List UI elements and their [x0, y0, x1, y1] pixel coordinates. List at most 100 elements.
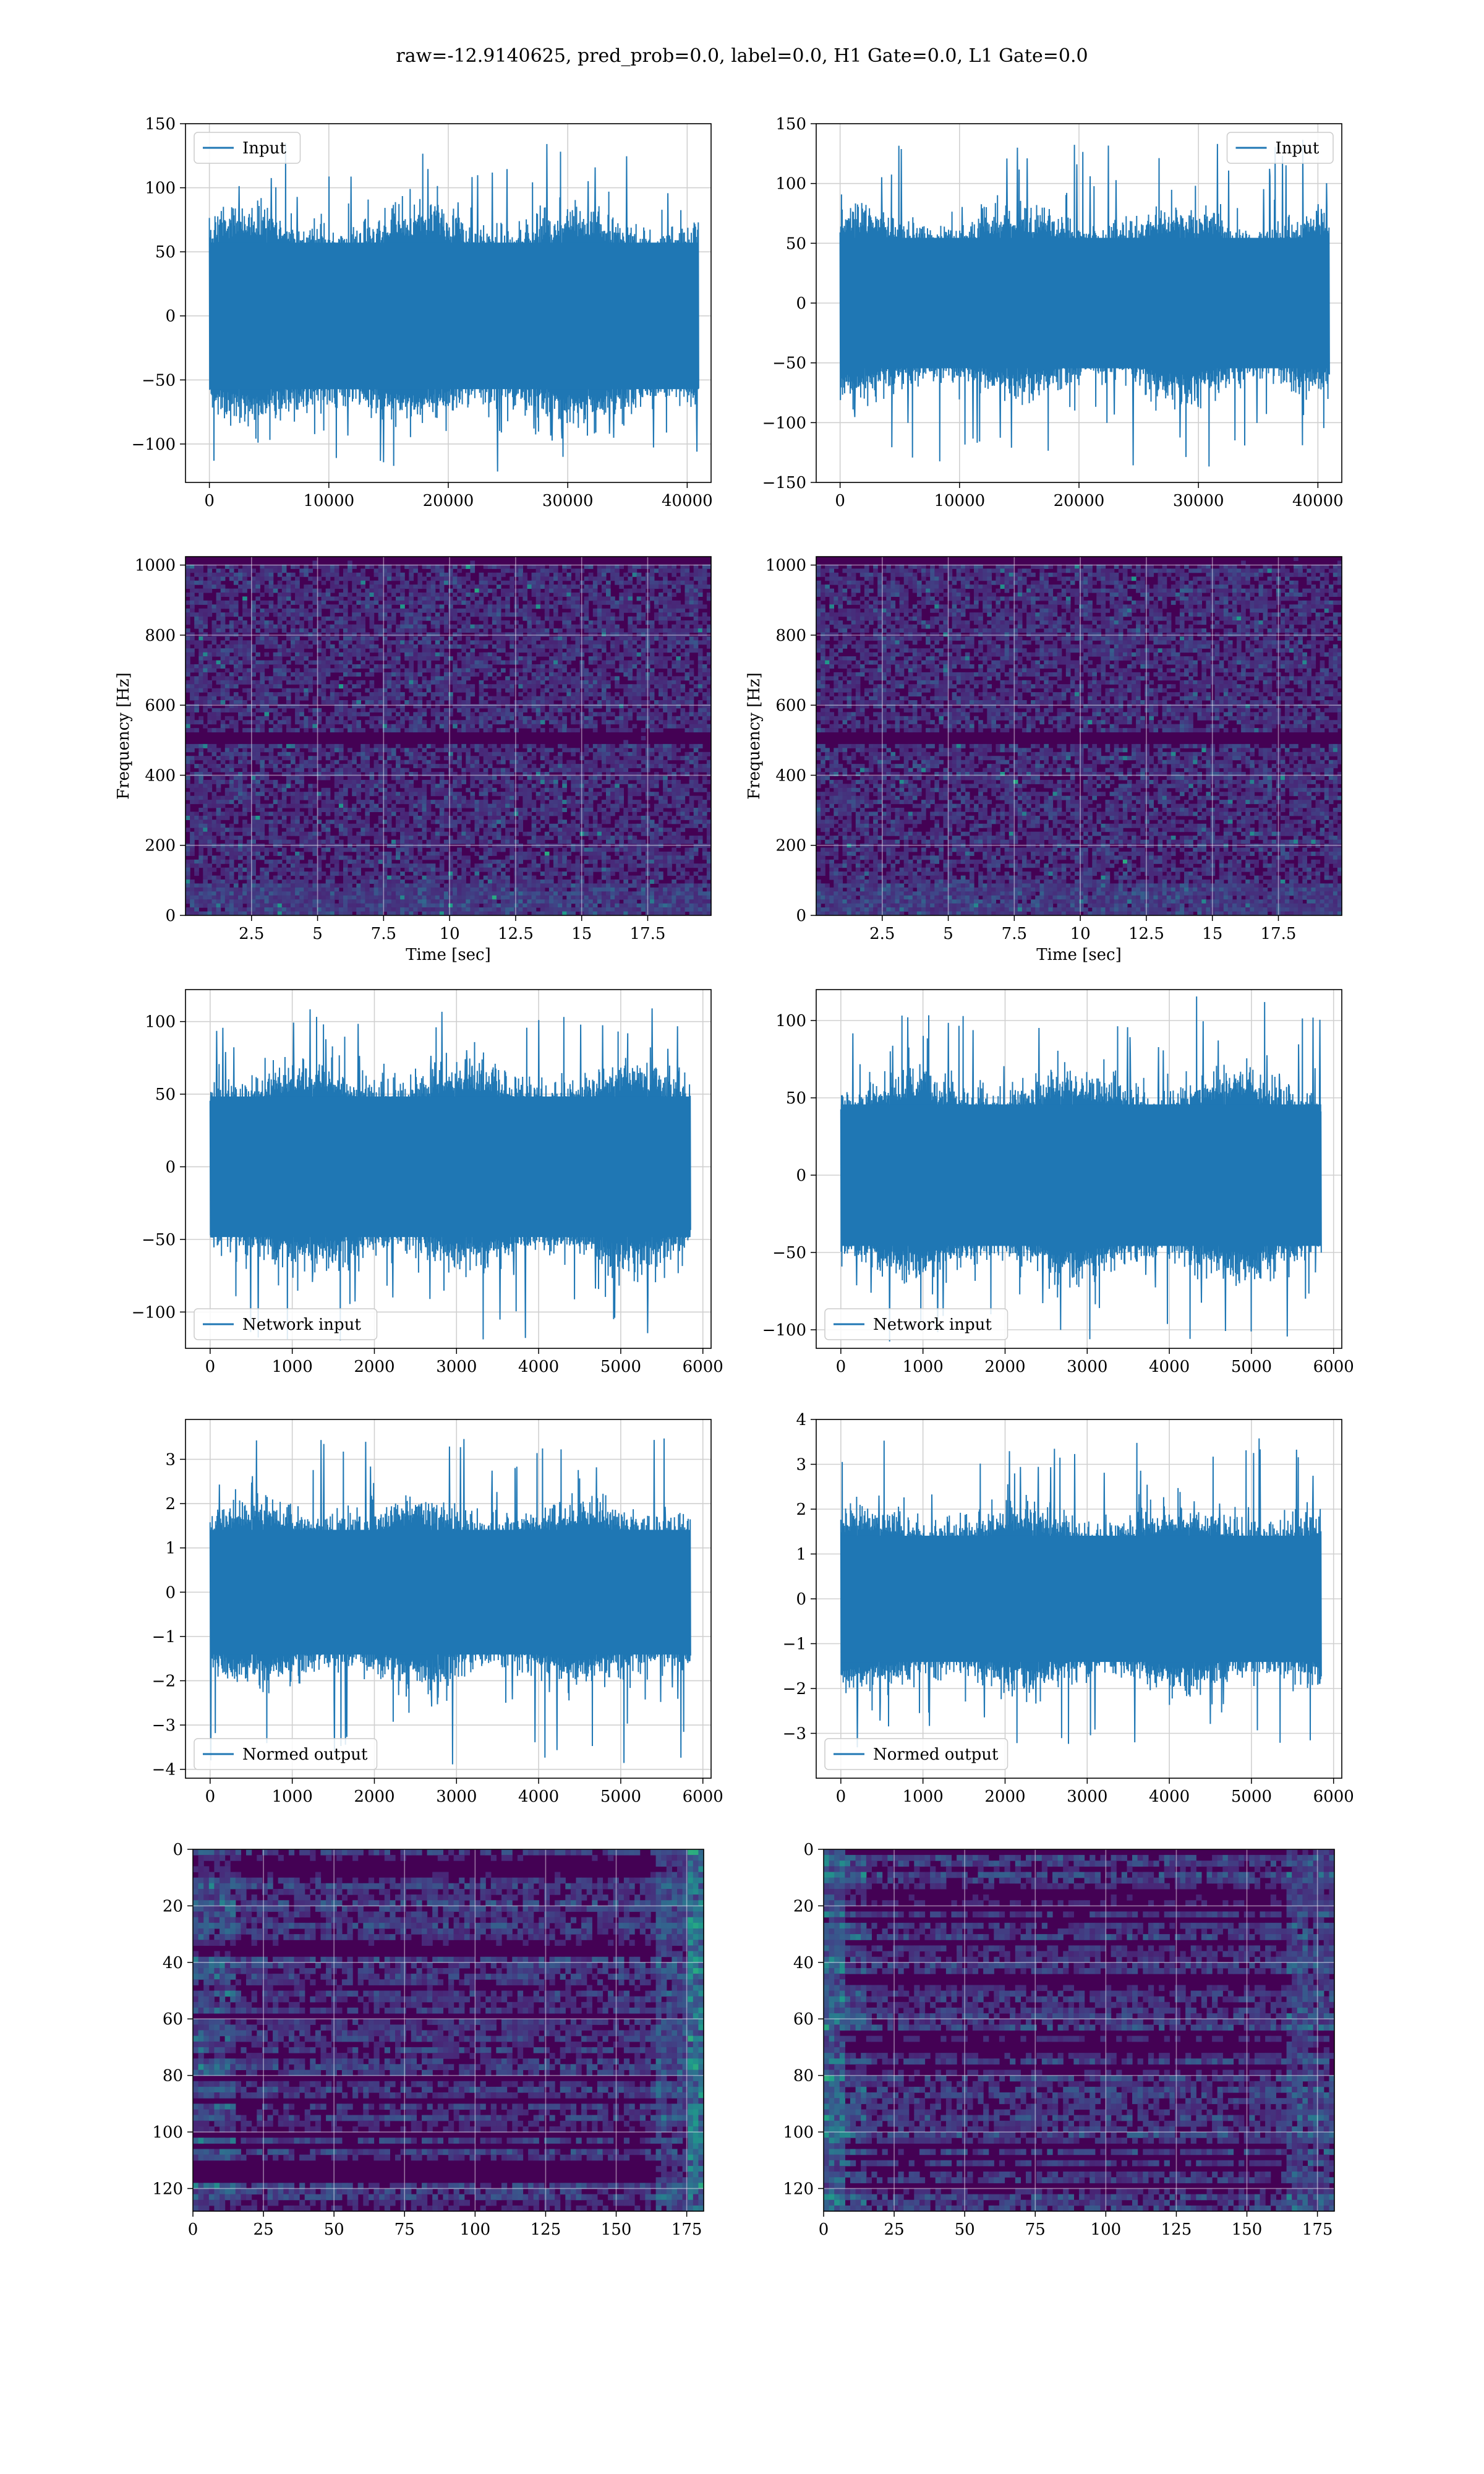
r5c1-xtick-label-6: 150 [601, 2220, 632, 2239]
r1c2-ytick-label-6: 150 [775, 115, 806, 134]
r1c1-legend-label: Input [242, 139, 286, 158]
r5c1-ytick-label-1: 20 [163, 1897, 183, 1915]
r4c1-xtick-label-3: 3000 [436, 1787, 477, 1806]
r5c2-xtick-label-0: 0 [819, 2220, 829, 2239]
r1c1-xtick-label-1: 10000 [303, 492, 354, 510]
r3c1-ytick-label-0: −100 [132, 1303, 176, 1322]
r4c2-xtick-label-0: 0 [836, 1787, 846, 1806]
r3c1-ytick-label-1: −50 [142, 1231, 176, 1249]
r5c2-ytick-label-0: 0 [803, 1841, 814, 1859]
chart-r3c1: 0 1000 2000 3000 4000 5000 6000−100−50050100Ne… [132, 990, 723, 1376]
r2c2-ylabel: Frequency [Hz] [745, 672, 764, 800]
r3c2-ytick-label-2: 0 [796, 1166, 806, 1185]
r3c1-legend: Network input [194, 1309, 377, 1340]
r2c2-xlabel: Time [sec] [1036, 946, 1122, 964]
r2c1-ytick-label-1: 200 [145, 837, 176, 855]
r4c2-ytick-label-1: −2 [783, 1680, 806, 1698]
r2c1-ylabel: Frequency [Hz] [114, 672, 133, 800]
r3c2-xtick-label-2: 2000 [984, 1358, 1025, 1376]
r4c2-series-core [841, 1536, 1321, 1662]
r2c1-xtick-label-1: 5 [312, 925, 323, 943]
r4c2-ytick-label-2: −1 [783, 1635, 806, 1654]
r4c1-ytick-label-4: 0 [165, 1583, 176, 1602]
r5c2-xtick-label-2: 50 [955, 2220, 975, 2239]
r2c1-heatmap-cells [186, 557, 712, 916]
r4c1-ytick-label-5: 1 [165, 1539, 176, 1558]
chart-r2c1: 2.5 5 7.5 10 12.5 15 17.502004006008001000Time… [114, 557, 712, 964]
r3c2-xtick-label-0: 0 [836, 1358, 846, 1376]
r4c1-ytick-label-2: −2 [152, 1672, 176, 1690]
r5c2-xtick-label-5: 125 [1161, 2220, 1192, 2239]
r2c2-ytick-label-1: 200 [775, 837, 806, 855]
r4c1-ytick-label-6: 2 [165, 1495, 176, 1513]
r1c1-xtick-label-2: 20000 [423, 492, 474, 510]
r5c1-xtick-label-5: 125 [531, 2220, 561, 2239]
r4c2-legend: Normed output [825, 1739, 1008, 1770]
r3c1-legend-label: Network input [242, 1316, 361, 1334]
r3c2-xtick-label-5: 5000 [1231, 1358, 1272, 1376]
r2c2-xtick-label-5: 15 [1202, 925, 1222, 943]
r5c2-xtick-label-1: 25 [884, 2220, 905, 2239]
r2c2-ytick-label-3: 600 [775, 696, 806, 715]
r1c1-ytick-label-5: 150 [145, 115, 176, 134]
r3c2-ytick-label-3: 50 [786, 1089, 806, 1108]
r1c1-ytick-label-2: 0 [165, 307, 176, 326]
r1c1-ytick-label-0: −100 [132, 435, 176, 454]
r4c1-ytick-label-7: 3 [165, 1450, 176, 1469]
r2c1-xtick-label-5: 15 [571, 925, 592, 943]
r3c2-xtick-label-3: 3000 [1067, 1358, 1107, 1376]
r2c1-xtick-label-6: 17.5 [630, 925, 666, 943]
r2c1-ytick-label-3: 600 [145, 696, 176, 715]
r5c2-xtick-label-3: 75 [1025, 2220, 1046, 2239]
r3c2-ytick-label-0: −100 [762, 1321, 806, 1340]
r4c2-ytick-label-5: 2 [796, 1500, 806, 1519]
r1c2-ytick-label-2: −50 [772, 354, 806, 373]
r5c1-ytick-label-3: 60 [163, 2010, 183, 2029]
chart-r2c2: 2.5 5 7.5 10 12.5 15 17.502004006008001000Time… [745, 557, 1342, 964]
r4c1-legend-label: Normed output [242, 1745, 368, 1764]
r3c2-legend: Network input [825, 1309, 1008, 1340]
r2c2-ytick-label-2: 400 [775, 766, 806, 785]
r5c1-ytick-label-4: 80 [163, 2067, 183, 2086]
r5c1-xtick-label-1: 25 [254, 2220, 274, 2239]
r4c2-ytick-label-4: 1 [796, 1546, 806, 1564]
r4c1-legend: Normed output [194, 1739, 377, 1770]
r1c1-series-core [210, 242, 699, 389]
r4c2-ytick-label-0: −3 [783, 1725, 806, 1744]
r5c1-ytick-label-5: 100 [152, 2123, 183, 2142]
r3c1-xtick-label-6: 6000 [683, 1358, 723, 1376]
r1c1-legend: Input [194, 132, 301, 163]
r3c1-ytick-label-2: 0 [165, 1158, 176, 1176]
r2c1-ytick-label-4: 800 [145, 627, 176, 645]
r4c2-legend-label: Normed output [873, 1745, 999, 1764]
r5c1-xtick-label-7: 175 [672, 2220, 702, 2239]
r3c2-xtick-label-4: 4000 [1149, 1358, 1190, 1376]
r5c1-xtick-label-0: 0 [188, 2220, 198, 2239]
chart-r4c2: 0 1000 2000 3000 4000 5000 6000−3−2−101234Norm… [783, 1411, 1354, 1806]
r4c2-xtick-label-2: 2000 [984, 1787, 1025, 1806]
r3c2-xtick-label-1: 1000 [903, 1358, 944, 1376]
r2c1-xlabel: Time [sec] [406, 946, 491, 964]
r2c2-ytick-label-4: 800 [775, 627, 806, 645]
chart-r3c2: 0 1000 2000 3000 4000 5000 6000−100−50050100Ne… [762, 990, 1354, 1376]
r1c1-xtick-label-0: 0 [204, 492, 215, 510]
r2c2-xtick-label-0: 2.5 [869, 925, 895, 943]
r1c2-xtick-label-1: 10000 [934, 492, 985, 510]
r5c1-xtick-label-2: 50 [324, 2220, 344, 2239]
chart-r1c1: 0 10000 20000 30000 40000−100−50050100150Inp… [132, 115, 713, 510]
r2c2-ytick-label-5: 1000 [765, 557, 806, 575]
r5c2-xtick-label-6: 150 [1232, 2220, 1263, 2239]
r5c2-xtick-label-7: 175 [1302, 2220, 1333, 2239]
r4c1-xtick-label-1: 1000 [272, 1787, 313, 1806]
r5c1-xtick-label-4: 100 [460, 2220, 491, 2239]
r4c1-ytick-label-0: −4 [152, 1761, 176, 1779]
r5c2-ytick-label-1: 20 [793, 1897, 814, 1915]
r2c1-xtick-label-0: 2.5 [239, 925, 264, 943]
r1c2-ytick-label-3: 0 [796, 294, 806, 313]
r2c2-xtick-label-2: 7.5 [1002, 925, 1027, 943]
r2c1-xtick-label-2: 7.5 [371, 925, 396, 943]
r1c2-xtick-label-0: 0 [835, 492, 845, 510]
r1c2-xtick-label-2: 20000 [1054, 492, 1105, 510]
r3c1-xtick-label-5: 5000 [600, 1358, 641, 1376]
